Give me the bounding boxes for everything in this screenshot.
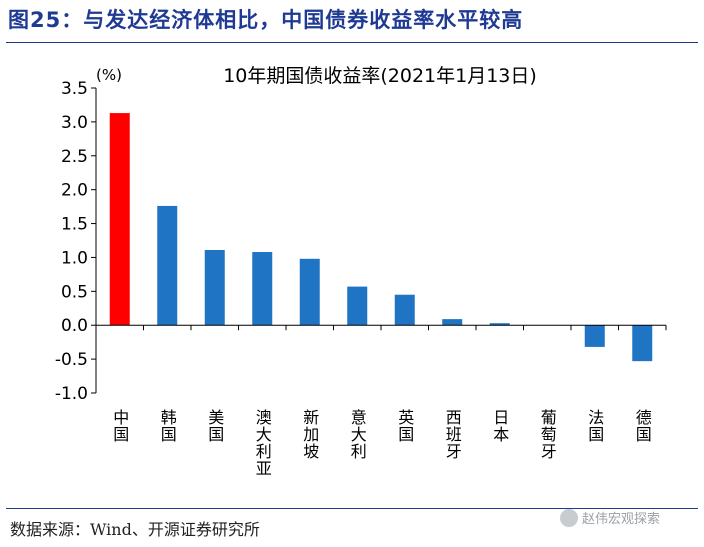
bar [157,205,178,326]
x-tick-label: 新加坡 [300,409,319,460]
bar [584,325,605,347]
x-tick-label: 美国 [205,409,224,443]
bar [489,323,510,326]
source-note: 数据来源：Wind、开源证券研究所 [10,520,260,539]
x-tick-label: 韩国 [158,409,177,443]
bar [394,294,415,326]
bar [442,319,463,326]
y-tick-label: 0.5 [61,282,88,302]
y-tick-label: 2.5 [61,147,88,167]
x-tick-label: 日本 [490,409,509,443]
y-tick-label: -1.0 [55,384,88,404]
y-tick-label: 3.0 [61,113,88,133]
y-tick-label: 1.0 [61,248,88,268]
bar [632,325,653,362]
y-tick-label: 1.5 [61,215,88,235]
x-tick-label: 葡萄牙 [538,409,557,460]
bar [204,249,225,326]
bar [252,252,273,326]
bar [299,258,320,326]
bar-series [109,113,653,362]
figure-title: 图25：与发达经济体相比，中国债券收益率水平较高 [8,8,524,32]
y-tick-label: -0.5 [55,350,88,370]
y-tick-label: 3.5 [61,79,88,99]
watermark: 赵伟宏观探索 [560,508,660,527]
watermark-text: 赵伟宏观探索 [582,512,661,527]
x-tick-label: 英国 [395,409,414,443]
bar [347,286,368,326]
title-rule [6,42,698,43]
wechat-icon [560,508,578,527]
footer-rule [6,508,698,509]
chart-title: 10年期国债收益率(2021年1月13日) [223,65,537,87]
bar [109,113,130,326]
y-unit-label: (%) [96,66,122,84]
x-tick-label: 意大利 [348,408,367,460]
y-tick-label: 2.0 [61,181,88,201]
bar-chart: 10年期国债收益率(2021年1月13日) (%) 3.5 3.0 2.5 2.0 1.… [55,65,667,477]
x-tick-label: 西班牙 [443,409,462,460]
x-tick-label: 德国 [633,409,652,443]
x-tick-label: 澳大利亚 [253,409,272,477]
x-axis: 中国 韩国 美国 澳大利亚 新加坡 意大利 英国 西班牙 日本 葡萄牙 法国 德国 [95,324,667,477]
x-tick-label: 中国 [110,409,129,443]
y-axis: 3.5 3.0 2.5 2.0 1.5 1.0 0.5 0.0 -0.5 -1.0 [55,79,97,404]
x-tick-label: 法国 [585,409,604,443]
y-tick-label: 0.0 [61,316,88,336]
